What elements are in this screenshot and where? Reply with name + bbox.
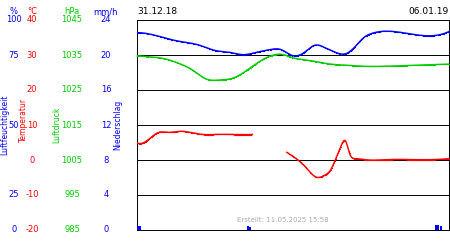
Bar bbox=[248, 227, 251, 230]
Text: 8: 8 bbox=[104, 156, 109, 164]
Text: %: % bbox=[10, 8, 18, 16]
Bar bbox=[440, 226, 442, 230]
Text: 30: 30 bbox=[27, 50, 37, 59]
Text: 20: 20 bbox=[27, 86, 37, 94]
Bar bbox=[435, 225, 437, 230]
Text: 31.12.18: 31.12.18 bbox=[137, 7, 177, 16]
Text: 40: 40 bbox=[27, 16, 37, 24]
Text: 0: 0 bbox=[29, 156, 35, 164]
Text: Temperatur: Temperatur bbox=[18, 98, 27, 142]
Text: 50: 50 bbox=[9, 120, 19, 130]
Text: 1035: 1035 bbox=[62, 50, 82, 59]
Text: 0: 0 bbox=[11, 226, 17, 234]
Text: °C: °C bbox=[27, 8, 37, 16]
Text: 06.01.19: 06.01.19 bbox=[409, 7, 449, 16]
Bar bbox=[247, 226, 249, 230]
Text: 1005: 1005 bbox=[62, 156, 82, 164]
Bar bbox=[139, 226, 141, 230]
Text: -20: -20 bbox=[25, 226, 39, 234]
Text: 985: 985 bbox=[64, 226, 80, 234]
Text: 16: 16 bbox=[101, 86, 111, 94]
Text: 1025: 1025 bbox=[62, 86, 82, 94]
Text: 4: 4 bbox=[104, 190, 108, 200]
Bar bbox=[137, 226, 140, 230]
Text: 24: 24 bbox=[101, 16, 111, 24]
Text: Niederschlag: Niederschlag bbox=[113, 100, 122, 150]
Text: 1045: 1045 bbox=[62, 16, 82, 24]
Text: 1015: 1015 bbox=[62, 120, 82, 130]
Text: Luftdruck: Luftdruck bbox=[53, 107, 62, 143]
Text: 25: 25 bbox=[9, 190, 19, 200]
Text: 20: 20 bbox=[101, 50, 111, 59]
Text: 10: 10 bbox=[27, 120, 37, 130]
Text: 75: 75 bbox=[9, 50, 19, 59]
Text: 12: 12 bbox=[101, 120, 111, 130]
Text: 100: 100 bbox=[6, 16, 22, 24]
Text: -10: -10 bbox=[25, 190, 39, 200]
Text: 995: 995 bbox=[64, 190, 80, 200]
Text: Luftfeuchtigkeit: Luftfeuchtigkeit bbox=[0, 95, 9, 155]
Bar bbox=[437, 226, 439, 230]
Text: 0: 0 bbox=[104, 226, 108, 234]
Text: mm/h: mm/h bbox=[94, 8, 118, 16]
Text: hPa: hPa bbox=[64, 8, 80, 16]
Text: Erstellt: 11.05.2025 15:58: Erstellt: 11.05.2025 15:58 bbox=[237, 217, 328, 223]
